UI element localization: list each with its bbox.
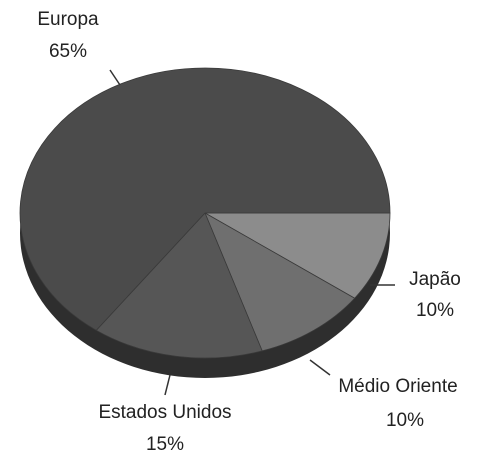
slice-label: Europa <box>37 9 99 30</box>
slice-value-label: 10% <box>386 410 424 431</box>
slice-label: Japão <box>409 269 461 290</box>
pie-slice <box>204 212 356 352</box>
slice-value-label: 65% <box>49 41 87 62</box>
slices <box>19 67 391 359</box>
leader-line <box>164 374 171 396</box>
leader-line <box>109 69 121 86</box>
pie-slice <box>203 212 391 299</box>
slice-value-label: 10% <box>416 300 454 321</box>
pie-slice <box>19 67 391 331</box>
pie-slice <box>95 212 263 359</box>
slice-label: Médio Oriente <box>338 376 457 397</box>
slice-value-label: 15% <box>146 434 184 455</box>
slice-label: Estados Unidos <box>98 402 231 423</box>
leader-line <box>309 359 331 376</box>
